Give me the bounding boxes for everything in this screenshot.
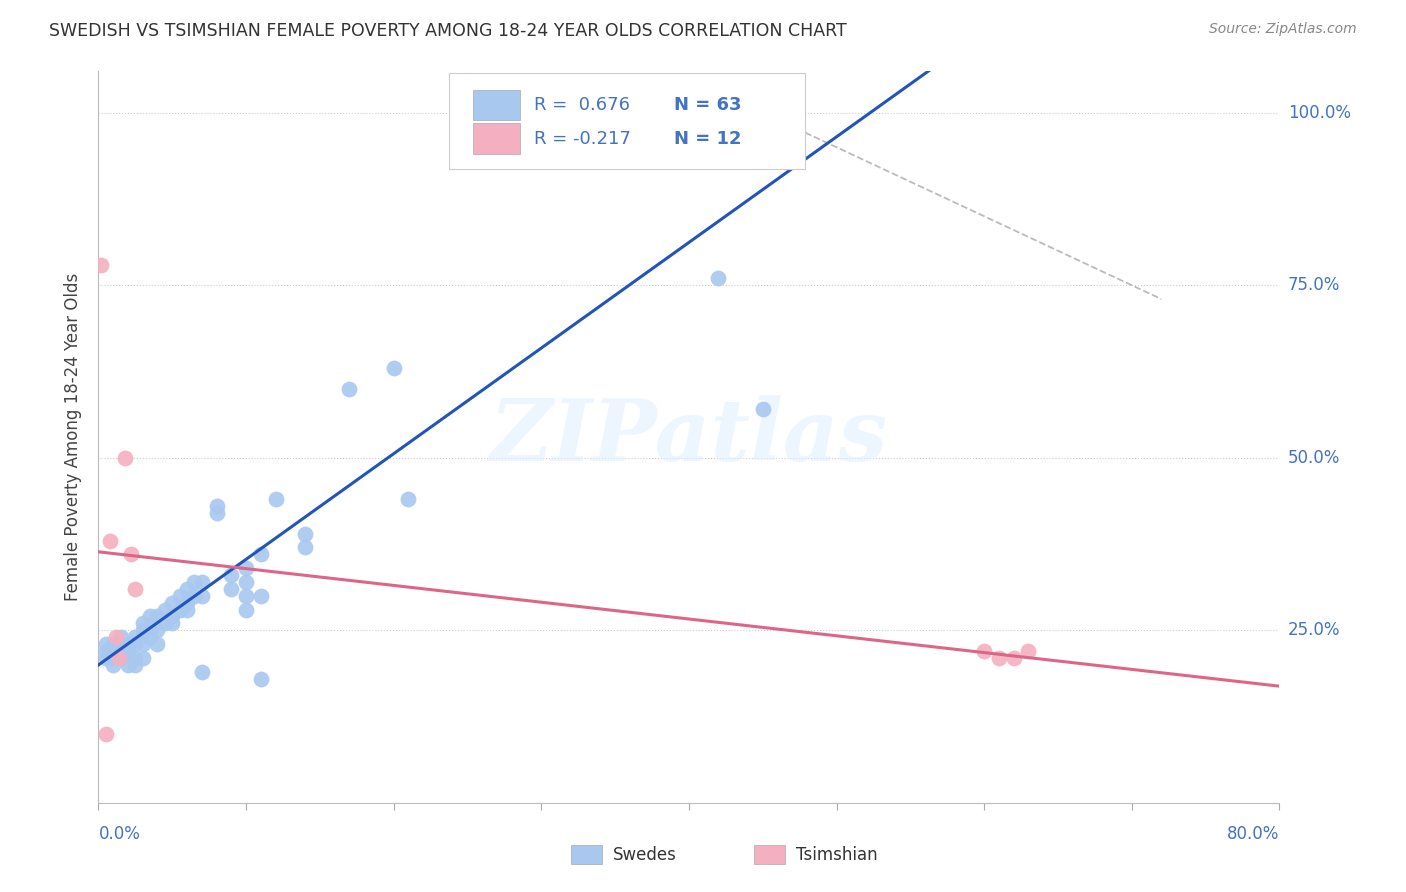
Point bbox=[169, 589, 191, 603]
Point bbox=[132, 637, 155, 651]
Point bbox=[110, 630, 132, 644]
Point bbox=[94, 651, 117, 665]
Point bbox=[486, 127, 509, 141]
Point bbox=[250, 548, 273, 562]
Point bbox=[103, 651, 125, 665]
Text: R = -0.217: R = -0.217 bbox=[534, 129, 631, 148]
Point bbox=[162, 616, 183, 631]
Point bbox=[94, 727, 117, 741]
Text: 50.0%: 50.0% bbox=[1288, 449, 1340, 467]
Point bbox=[132, 651, 155, 665]
Point bbox=[103, 657, 125, 672]
Point bbox=[250, 672, 273, 686]
Point bbox=[205, 506, 228, 520]
Point bbox=[146, 609, 169, 624]
Point bbox=[162, 596, 183, 610]
Text: N = 12: N = 12 bbox=[673, 129, 741, 148]
Point bbox=[153, 602, 176, 616]
Point bbox=[205, 499, 228, 513]
Text: ZIPatlas: ZIPatlas bbox=[489, 395, 889, 479]
Point bbox=[987, 651, 1010, 665]
Point bbox=[294, 541, 316, 555]
Point bbox=[117, 657, 139, 672]
Point bbox=[132, 616, 155, 631]
Point bbox=[169, 602, 191, 616]
Point bbox=[294, 526, 316, 541]
Point bbox=[191, 589, 214, 603]
Text: Swedes: Swedes bbox=[613, 846, 676, 863]
Point bbox=[235, 561, 257, 575]
Point bbox=[191, 665, 214, 679]
Point bbox=[235, 589, 257, 603]
Point bbox=[183, 589, 205, 603]
Point bbox=[110, 644, 132, 658]
Point bbox=[124, 651, 146, 665]
Text: Source: ZipAtlas.com: Source: ZipAtlas.com bbox=[1209, 22, 1357, 37]
Text: 25.0%: 25.0% bbox=[1288, 622, 1340, 640]
Point bbox=[90, 258, 112, 272]
Point bbox=[117, 637, 139, 651]
Text: Tsimshian: Tsimshian bbox=[796, 846, 877, 863]
Point bbox=[139, 624, 162, 638]
Text: N = 63: N = 63 bbox=[673, 96, 741, 114]
Point bbox=[176, 602, 198, 616]
Text: 75.0%: 75.0% bbox=[1288, 277, 1340, 294]
Point bbox=[751, 402, 773, 417]
Point bbox=[98, 533, 121, 548]
Point bbox=[120, 548, 142, 562]
Point bbox=[114, 450, 136, 465]
Point bbox=[250, 589, 273, 603]
Point bbox=[235, 602, 257, 616]
Text: R =  0.676: R = 0.676 bbox=[534, 96, 630, 114]
Point bbox=[235, 574, 257, 589]
Text: SWEDISH VS TSIMSHIAN FEMALE POVERTY AMONG 18-24 YEAR OLDS CORRELATION CHART: SWEDISH VS TSIMSHIAN FEMALE POVERTY AMON… bbox=[49, 22, 846, 40]
Point bbox=[382, 361, 405, 376]
Point bbox=[124, 630, 146, 644]
Point bbox=[139, 609, 162, 624]
Point bbox=[1002, 651, 1025, 665]
Point bbox=[486, 127, 509, 141]
Point bbox=[396, 492, 419, 507]
Point bbox=[176, 582, 198, 596]
Point bbox=[146, 637, 169, 651]
Point bbox=[124, 582, 146, 596]
Text: 0.0%: 0.0% bbox=[98, 825, 141, 843]
Point bbox=[108, 651, 131, 665]
Point bbox=[110, 651, 132, 665]
Text: 80.0%: 80.0% bbox=[1227, 825, 1279, 843]
Point bbox=[139, 630, 162, 644]
Point bbox=[1017, 644, 1039, 658]
Point bbox=[176, 596, 198, 610]
Point bbox=[103, 644, 125, 658]
Point bbox=[264, 492, 287, 507]
Point bbox=[103, 637, 125, 651]
Y-axis label: Female Poverty Among 18-24 Year Olds: Female Poverty Among 18-24 Year Olds bbox=[65, 273, 83, 601]
Point bbox=[191, 574, 214, 589]
Point bbox=[94, 644, 117, 658]
Point bbox=[124, 637, 146, 651]
Point bbox=[183, 574, 205, 589]
Point bbox=[117, 644, 139, 658]
FancyBboxPatch shape bbox=[449, 73, 804, 169]
Bar bbox=[472, 123, 520, 154]
Point bbox=[153, 616, 176, 631]
Point bbox=[132, 624, 155, 638]
Point bbox=[219, 582, 242, 596]
Point bbox=[124, 657, 146, 672]
Point bbox=[219, 568, 242, 582]
Point bbox=[337, 382, 360, 396]
Point bbox=[146, 624, 169, 638]
Text: 100.0%: 100.0% bbox=[1288, 103, 1351, 122]
Point bbox=[105, 630, 128, 644]
Point bbox=[94, 637, 117, 651]
Bar bbox=[472, 89, 520, 120]
Point bbox=[973, 644, 995, 658]
Point bbox=[162, 609, 183, 624]
Point bbox=[707, 271, 730, 285]
